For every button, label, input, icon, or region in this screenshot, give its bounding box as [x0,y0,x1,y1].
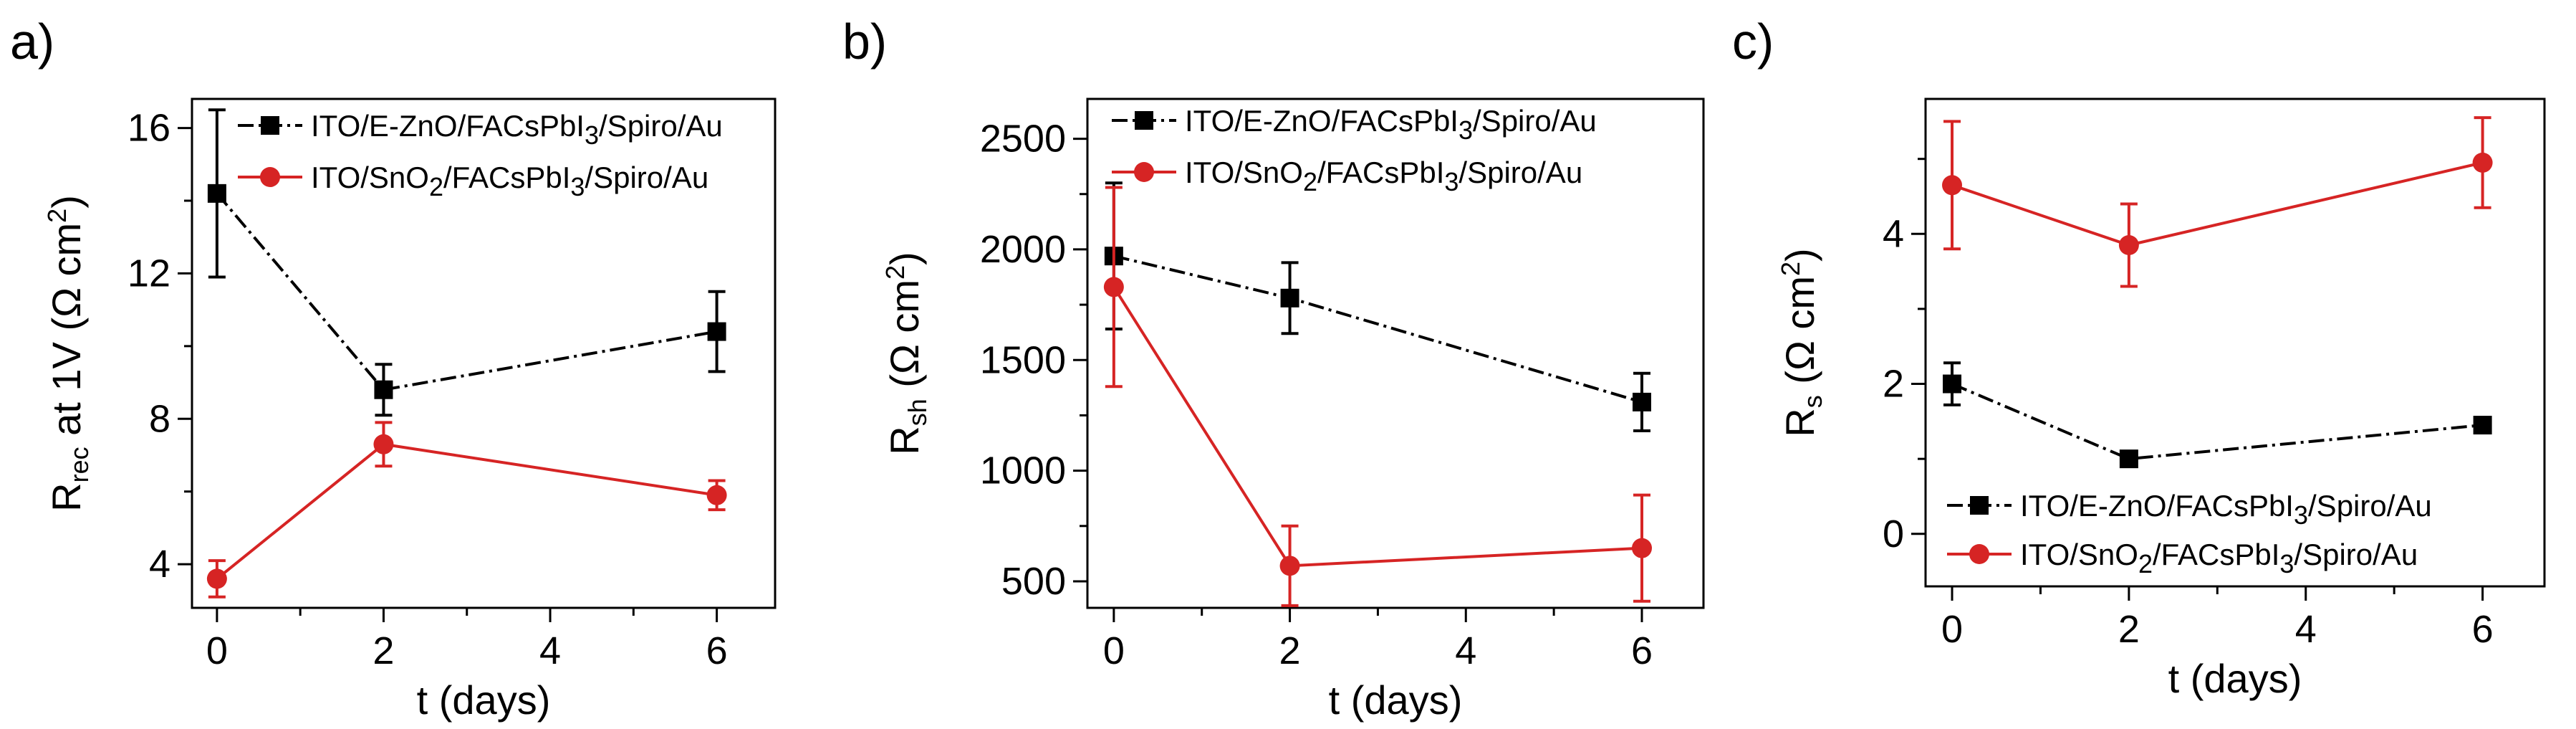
y-tick-label: 16 [128,107,170,150]
data-point-circle [206,568,227,589]
x-axis-label: t (days) [1329,677,1463,723]
legend-label: ITO/SnO2/FACsPbI3/Spiro/Au [311,161,708,201]
data-point-square [1280,288,1299,308]
chart-panel-a: 0 2 4 6 4 8 12 16 t (days) Rrec at 1V (Ω cm2) ITO/… [42,97,777,723]
y-tick-label: 4 [1883,212,1904,255]
legend-marker-square [261,116,279,135]
data-point-square [2119,449,2138,469]
y-tick-label: 2 [1883,363,1904,406]
data-point-square [1943,374,1962,394]
data-point-square [2473,416,2492,435]
data-point-circle [1279,556,1300,576]
series-sno2 [206,421,727,599]
chart-panel-c: 0 2 4 6 0 2 4 t (days) Rs (Ω cm2) ITO/E-ZnO/FACsP… [1776,97,2546,701]
y-tick-label: 2500 [980,118,1066,161]
series-line [216,192,717,391]
series-line [216,442,717,580]
y-tick-label: 2000 [980,228,1066,271]
x-tick-label: 0 [206,629,228,672]
y-tick-label: 4 [149,543,170,586]
legend-entry: ITO/SnO2/FACsPbI3/Spiro/Au [1947,538,2418,578]
legend-label: ITO/SnO2/FACsPbI3/Spiro/Au [1185,156,1582,196]
legend-marker-square [1970,496,1989,515]
legend-label: ITO/E-ZnO/FACsPbI3/Spiro/Au [1185,104,1597,145]
data-point-circle [2472,152,2493,173]
legend-entry: ITO/E-ZnO/FACsPbI3/Spiro/Au [1947,489,2432,530]
series-ezno [207,108,726,417]
data-point-square [1633,392,1651,411]
y-axis-label: Rs (Ω cm2) [1776,248,1827,437]
x-tick-label: 4 [2295,608,2317,651]
legend-label: ITO/SnO2/FACsPbI3/Spiro/Au [2020,538,2418,578]
x-tick-label: 0 [1941,608,1963,651]
x-tick-label: 0 [1103,629,1125,672]
y-tick-label: 12 [128,252,170,295]
x-tick-label: 4 [539,629,561,672]
series-sno2 [1103,186,1652,607]
x-tick-label: 2 [373,629,394,672]
series-line [1113,254,1643,404]
legend-marker-circle [260,167,280,187]
series-ezno [1943,361,2492,469]
panel-label-b: b) [842,14,888,70]
panel-label-c: c) [1732,14,1774,70]
y-axis-label: Rsh (Ω cm2) [880,252,932,454]
data-point-square [207,184,226,203]
y-tick-label: 1000 [980,449,1066,492]
plot-frame [1086,97,1705,609]
data-point-circle [1942,175,1963,196]
legend-label: ITO/E-ZnO/FACsPbI3/Spiro/Au [311,109,723,150]
x-axis-label: t (days) [2168,656,2302,701]
x-tick-label: 6 [1631,629,1653,672]
legend-marker-square [1135,111,1153,130]
data-point-circle [1103,277,1124,297]
data-point-circle [2118,235,2139,255]
legend-entry: ITO/E-ZnO/FACsPbI3/Spiro/Au [1112,104,1597,145]
y-tick-label: 0 [1883,513,1904,556]
legend-entry: ITO/SnO2/FACsPbI3/Spiro/Au [238,161,708,201]
y-axis-label: Rrec at 1V (Ω cm2) [42,195,94,512]
data-point-circle [706,485,727,505]
series-line [1112,286,1643,568]
series-line [1951,161,2484,247]
legend-entry: ITO/E-ZnO/FACsPbI3/Spiro/Au [238,109,723,150]
y-tick-label: 8 [149,397,170,440]
y-tick-label: 1500 [980,338,1066,381]
series-line [1951,382,2483,461]
x-tick-label: 6 [2472,608,2494,651]
chart-panel-b: 0 2 4 6 500 1000 1500 2000 2500 t (days) Rsh (Ω cm… [880,97,1705,723]
legend-label: ITO/E-ZnO/FACsPbI3/Spiro/Au [2020,489,2432,530]
legend-marker-circle [1969,544,1989,564]
data-point-circle [373,434,394,454]
panel-label-a: a) [10,14,55,70]
data-point-square [374,380,393,399]
x-tick-label: 2 [2118,608,2140,651]
series-ezno [1104,181,1651,433]
x-tick-label: 2 [1279,629,1301,672]
plot-frame [1924,97,2546,588]
x-tick-label: 4 [1455,629,1476,672]
x-axis-label: t (days) [417,677,551,723]
legend-entry: ITO/SnO2/FACsPbI3/Spiro/Au [1112,156,1582,196]
series-sno2 [1942,116,2493,288]
data-point-square [707,322,726,341]
y-tick-label: 500 [1001,560,1066,603]
data-point-circle [1632,538,1652,558]
x-tick-label: 6 [706,629,728,672]
legend-marker-circle [1134,162,1154,182]
plot-frame [191,97,777,609]
